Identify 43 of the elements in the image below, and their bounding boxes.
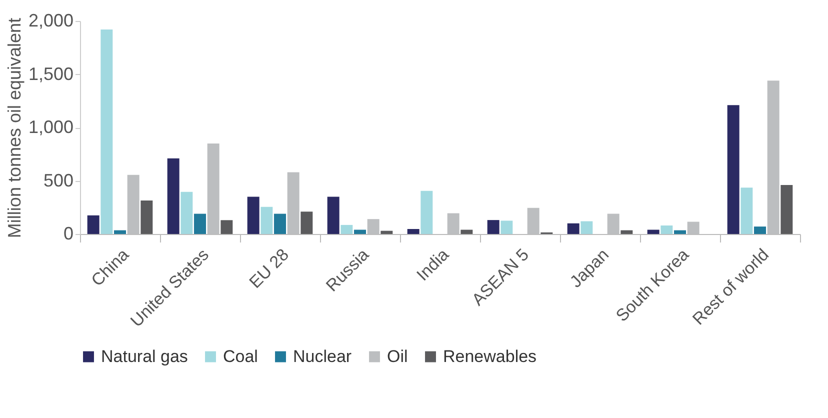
bar: [140, 200, 153, 234]
legend-label: Oil: [387, 346, 408, 366]
bar: [340, 224, 353, 234]
bar: [87, 215, 100, 234]
bar: [780, 185, 793, 234]
bar: [620, 230, 633, 234]
bar: [567, 223, 580, 234]
bar: [354, 230, 366, 234]
y-tick-label: 1,500: [28, 64, 74, 84]
legend-label: Natural gas: [101, 346, 188, 366]
bar: [420, 190, 433, 234]
bar: [194, 214, 206, 234]
legend-label: Renewables: [443, 346, 537, 366]
legend-label: Coal: [223, 346, 258, 366]
bar: [660, 225, 673, 234]
legend-label: Nuclear: [293, 346, 352, 366]
bar: [380, 230, 393, 234]
bar: [220, 220, 233, 234]
bar: [487, 220, 500, 234]
x-tick-label: EU 28: [246, 245, 293, 292]
bar: [500, 220, 513, 234]
y-tick-label: 500: [43, 170, 74, 190]
bar: [407, 228, 420, 234]
bar: [754, 226, 766, 234]
y-tick-label: 0: [63, 224, 74, 244]
bar: [167, 158, 180, 234]
bar: [460, 230, 473, 234]
bar: [580, 221, 593, 234]
bar: [327, 196, 340, 234]
bar: [114, 230, 126, 234]
y-tick-label: 2,000: [28, 10, 74, 30]
bar: [180, 192, 193, 234]
bar: [100, 30, 113, 234]
bar: [260, 206, 273, 234]
bar: [300, 212, 313, 234]
bar: [674, 230, 686, 234]
bar: [647, 230, 660, 234]
bar: [727, 105, 740, 234]
bar: [740, 188, 753, 234]
y-tick-label: 1,000: [28, 117, 74, 137]
y-axis-title: Million tonnes oil equivalent: [4, 18, 24, 238]
bar: [247, 196, 260, 234]
bar: [274, 214, 286, 234]
